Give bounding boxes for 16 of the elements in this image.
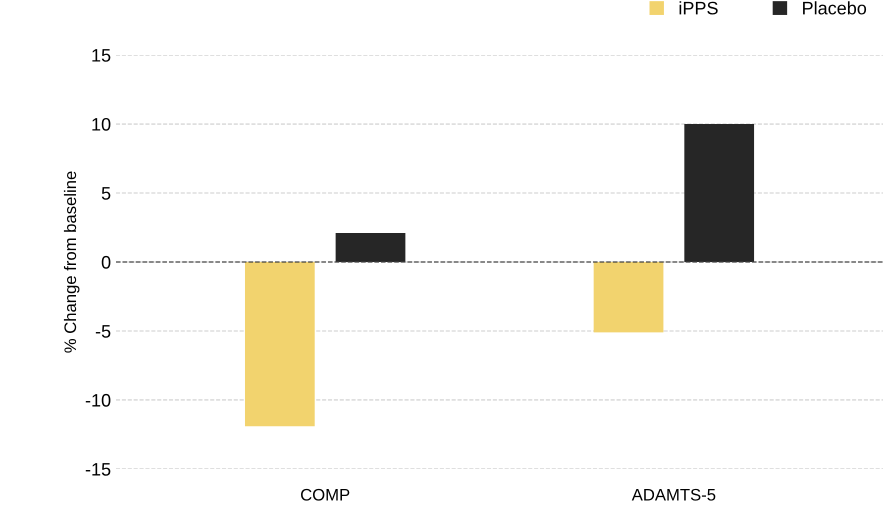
- x-tick-label: COMP: [301, 488, 350, 501]
- y-tick-label: 15: [92, 49, 110, 62]
- y-tick-label: -10: [86, 394, 110, 407]
- y-axis-title: % Change from baseline: [64, 171, 80, 353]
- y-tick-label: 10: [92, 118, 110, 131]
- x-tick-label: ADAMTS-5: [632, 488, 716, 501]
- y-tick-label: -15: [86, 463, 110, 476]
- bar: [244, 262, 315, 426]
- legend-label: Placebo: [803, 1, 866, 15]
- bar: [594, 262, 664, 332]
- y-tick-label: -5: [96, 325, 110, 338]
- y-tick-label: 0: [102, 256, 110, 269]
- y-tick-label: 5: [102, 187, 110, 200]
- legend-label: iPPS: [680, 1, 718, 15]
- bar: [684, 124, 754, 262]
- bar: [336, 233, 406, 262]
